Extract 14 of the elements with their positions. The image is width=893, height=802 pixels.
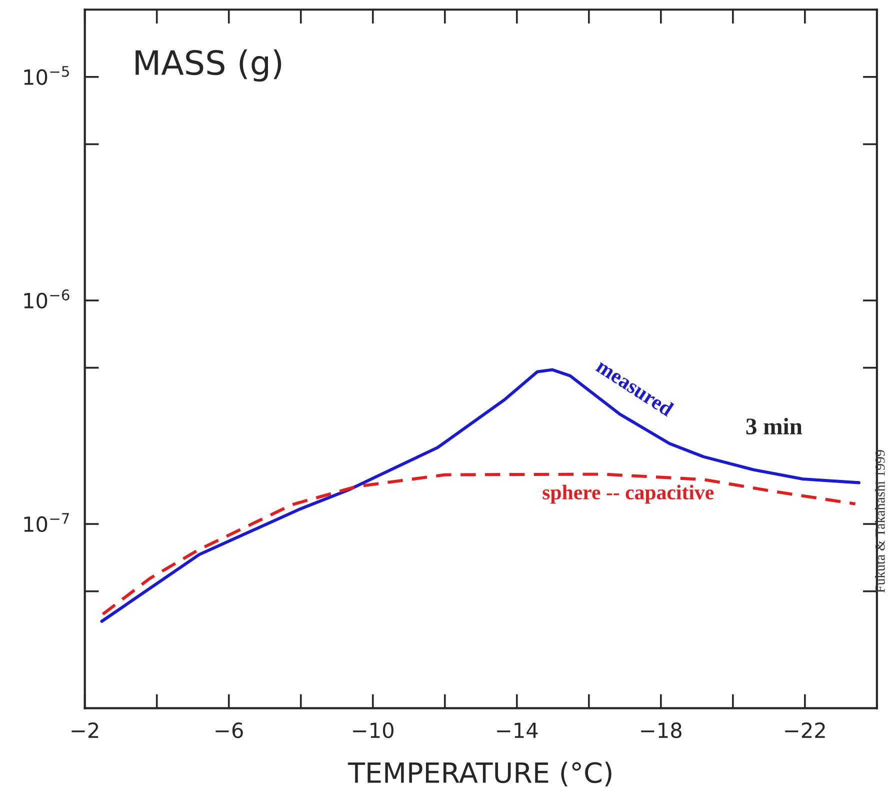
series-label: sphere -- capacitive <box>542 484 714 504</box>
line-series <box>101 472 857 616</box>
y-tick-label: 10$^{−5}$ <box>24 66 69 85</box>
x-tick-label: −18 <box>641 722 682 738</box>
y-axis-title: MASS (g) <box>136 49 282 82</box>
x-tick-label: −22 <box>785 722 825 738</box>
x-tick-label: −14 <box>497 722 538 738</box>
x-tick-label: −6 <box>216 722 243 738</box>
x-tick-label: −2 <box>72 722 98 738</box>
x-tick-label: −10 <box>353 722 394 738</box>
y-tick-label: 10$^{−6}$ <box>24 289 70 309</box>
x-axis-title: TEMPERATURE (°C) <box>348 762 612 786</box>
annotation: 3 min <box>746 418 802 434</box>
y-tick-label: 10$^{−7}$ <box>24 513 69 532</box>
